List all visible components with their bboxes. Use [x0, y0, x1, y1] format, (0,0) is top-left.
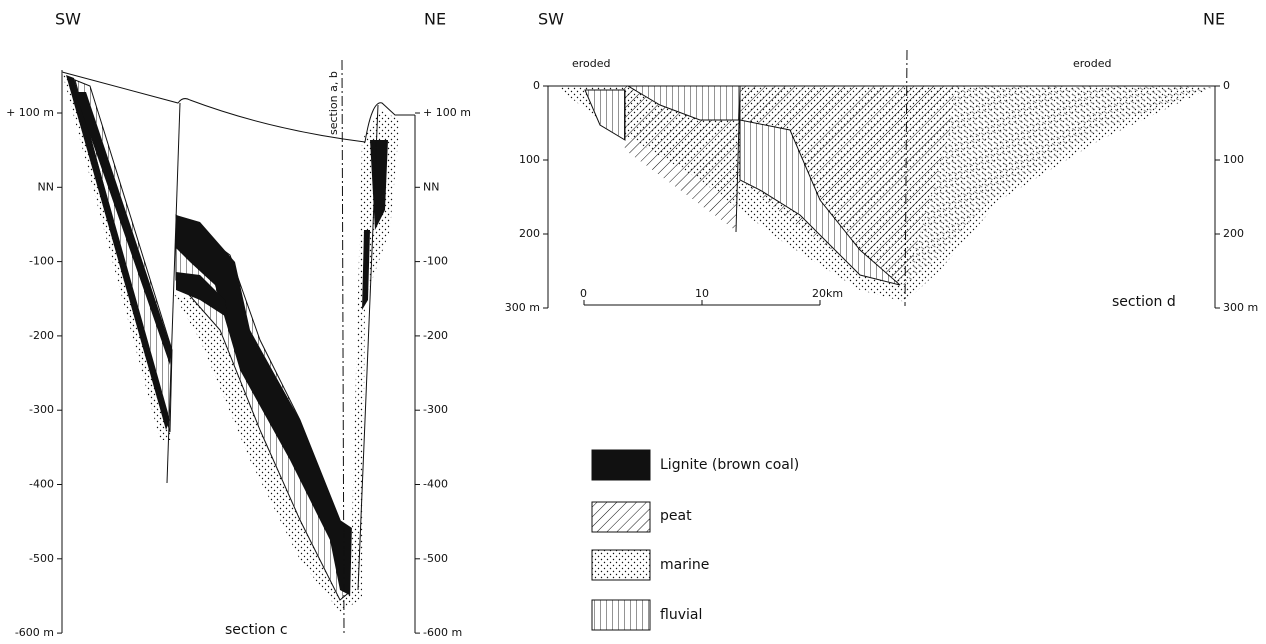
- legend-label: fluvial: [660, 607, 702, 623]
- section-label: section d: [1112, 294, 1176, 310]
- section-line: [904, 49, 908, 307]
- axis-label: -200: [29, 329, 54, 342]
- legend-swatch: [591, 449, 651, 481]
- fluvial: [739, 119, 901, 286]
- fault: [357, 104, 379, 591]
- section-c: SW NE section a, b section c: [55, 10, 446, 639]
- axis-label: -500: [29, 552, 54, 565]
- eroded-peat: [905, 86, 1215, 285]
- axis-label: + 100 m: [423, 106, 471, 119]
- axis-label: -300: [29, 403, 54, 416]
- axis-label: 200: [1223, 227, 1244, 240]
- axis-label: -500: [423, 552, 448, 565]
- section-label: section c: [225, 622, 288, 638]
- surface: [61, 71, 415, 143]
- axis-label: -200: [423, 329, 448, 342]
- fault: [735, 85, 741, 233]
- axis-label: 100: [1223, 153, 1244, 166]
- axis-label: -400: [423, 478, 448, 491]
- axis-label: 100: [519, 153, 540, 166]
- axis-label: -600 m: [15, 626, 54, 639]
- axis-label: 0: [533, 79, 540, 92]
- scale-label: 20km: [812, 287, 843, 300]
- marker: section a, b: [327, 71, 340, 135]
- legend-label: marine: [660, 557, 709, 573]
- axis-label: NN: [38, 180, 54, 193]
- fault: [166, 102, 181, 484]
- legend-label: Lignite (brown coal): [660, 457, 799, 473]
- scale-label: 10: [695, 287, 709, 300]
- lignite: [75, 92, 172, 365]
- axis-label: 200: [519, 227, 540, 240]
- section-d: 0 10 20km SW NE eroded eroded section d: [538, 10, 1225, 311]
- direction: NE: [424, 10, 446, 29]
- eroded-label: eroded: [1073, 57, 1112, 70]
- lignite: [370, 140, 388, 230]
- direction: SW: [538, 10, 564, 29]
- fluvial: [584, 89, 626, 141]
- direction: NE: [1203, 10, 1225, 29]
- axis-label: -300: [423, 403, 448, 416]
- legend-label: peat: [660, 508, 692, 524]
- legend-swatch: [591, 501, 651, 533]
- axis-label: -100: [423, 255, 448, 268]
- axis-label: -400: [29, 478, 54, 491]
- axis-label: NN: [423, 180, 439, 193]
- section-line: [341, 59, 345, 634]
- axis-label: -600 m: [423, 626, 462, 639]
- axis-label: 0: [1223, 79, 1230, 92]
- scale-label: 0: [580, 287, 587, 300]
- axis-label: + 100 m: [6, 106, 54, 119]
- lignite: [362, 230, 370, 310]
- axis-label: -100: [29, 255, 54, 268]
- lignite: [66, 75, 170, 430]
- lignite: [176, 215, 355, 598]
- eroded-label: eroded: [572, 57, 611, 70]
- lignite: [176, 272, 228, 318]
- axis-label: 300 m: [1223, 301, 1258, 314]
- legend-swatch: [591, 549, 651, 581]
- legend-swatch: [591, 599, 651, 631]
- legend: Lignite (brown coal) peat marine fluvial: [591, 449, 799, 631]
- direction: SW: [55, 10, 81, 29]
- axis-label: 300 m: [505, 301, 540, 314]
